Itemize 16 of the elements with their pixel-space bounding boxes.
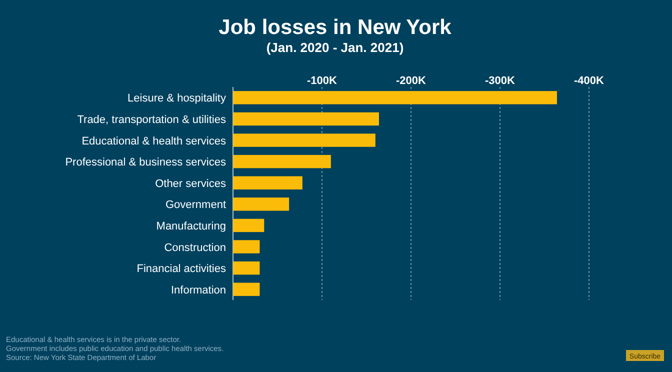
y-tick-label: Information bbox=[170, 284, 226, 296]
chart-subtitle: (Jan. 2020 - Jan. 2021) bbox=[266, 40, 404, 55]
y-tick-label: Educational & health services bbox=[82, 135, 226, 148]
y-tick-label: Government bbox=[165, 199, 226, 212]
y-tick-label: Other services bbox=[155, 178, 226, 190]
y-tick-label: Manufacturing bbox=[156, 220, 226, 232]
chart-title: Job losses in New York bbox=[218, 16, 452, 39]
y-tick-label: Professional & business services bbox=[65, 156, 226, 169]
y-tick-label: Construction bbox=[164, 242, 226, 254]
y-tick-label: Trade, transportation & utilities bbox=[77, 114, 226, 126]
x-tick-label: -300K bbox=[485, 75, 516, 87]
x-tick-label: -200K bbox=[396, 75, 426, 87]
y-tick-label: Financial activities bbox=[136, 263, 226, 276]
x-tick-label: -400K bbox=[574, 75, 604, 87]
x-tick-label: -100K bbox=[307, 75, 338, 87]
y-tick-label: Leisure & hospitality bbox=[128, 92, 226, 105]
